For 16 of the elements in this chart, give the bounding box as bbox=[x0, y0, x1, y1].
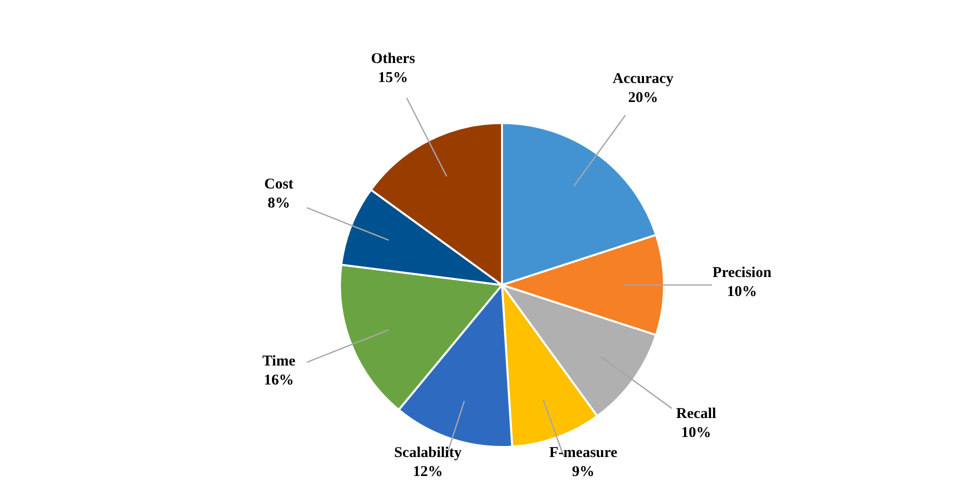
slice-label: Recall bbox=[676, 406, 716, 422]
data-label: 20% bbox=[628, 90, 658, 106]
slice-label: F-measure bbox=[549, 445, 618, 461]
data-label: 15% bbox=[378, 70, 408, 86]
data-label: 8% bbox=[268, 196, 290, 212]
slice-label: Scalability bbox=[394, 445, 462, 461]
slice-label: Cost bbox=[264, 176, 294, 193]
data-label: 10% bbox=[681, 425, 712, 442]
data-label: 16% bbox=[264, 372, 294, 388]
data-label: 10% bbox=[727, 284, 757, 300]
slice-label: Precision bbox=[712, 265, 772, 281]
data-label: 9% bbox=[572, 464, 595, 480]
slice-label: Accuracy bbox=[612, 70, 674, 87]
data-label: 12% bbox=[412, 464, 443, 480]
slice-label: Others bbox=[370, 51, 416, 68]
slice-label: Time bbox=[262, 353, 296, 370]
